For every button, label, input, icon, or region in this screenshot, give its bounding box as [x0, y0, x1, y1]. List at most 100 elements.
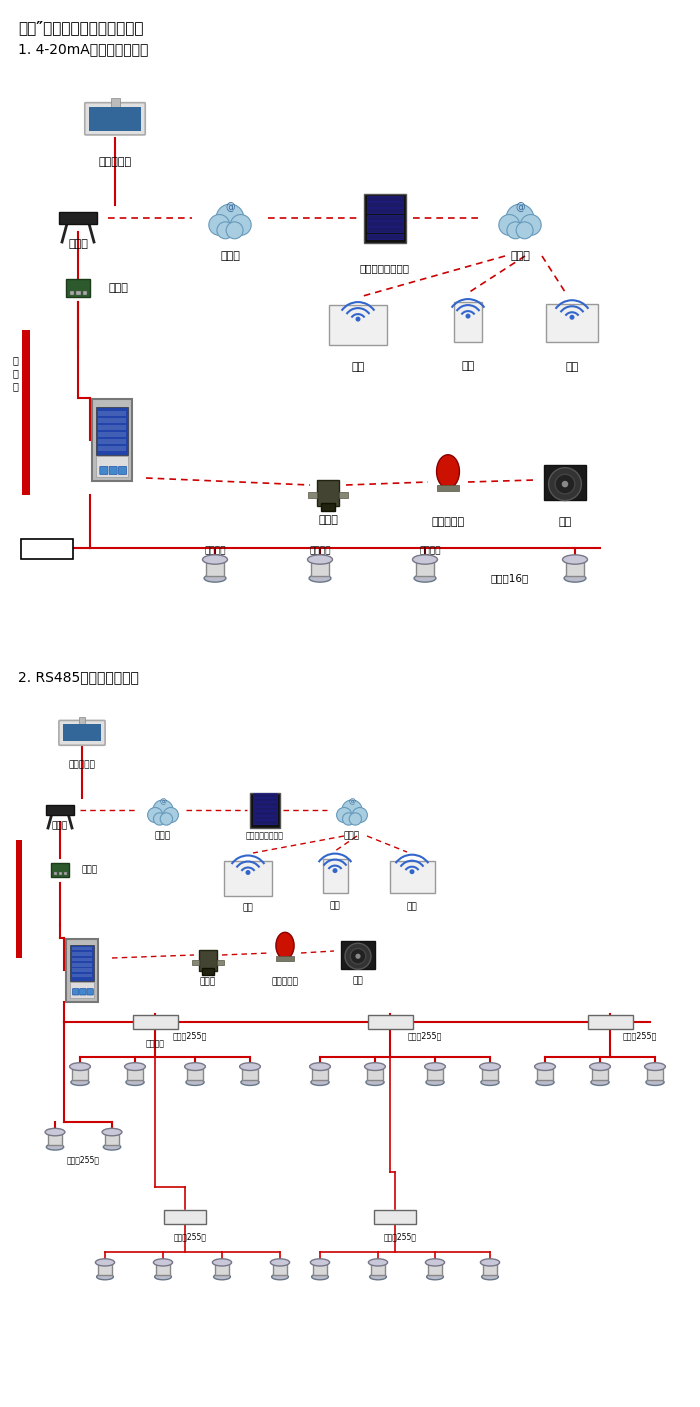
Text: 终端: 终端 [566, 362, 579, 371]
Ellipse shape [102, 1128, 122, 1135]
Circle shape [349, 813, 361, 825]
FancyBboxPatch shape [253, 816, 277, 819]
Text: 终端: 终端 [407, 902, 417, 912]
FancyBboxPatch shape [253, 798, 277, 801]
Circle shape [410, 870, 414, 874]
FancyBboxPatch shape [368, 1068, 383, 1081]
FancyBboxPatch shape [341, 941, 375, 968]
FancyBboxPatch shape [367, 215, 403, 219]
Text: 互联网: 互联网 [155, 832, 171, 840]
Text: 互联网: 互联网 [220, 250, 240, 262]
Text: 转换器: 转换器 [108, 283, 128, 293]
FancyBboxPatch shape [22, 331, 30, 495]
FancyBboxPatch shape [63, 725, 101, 741]
Ellipse shape [312, 1273, 328, 1280]
Text: 手机: 手机 [330, 902, 340, 910]
FancyBboxPatch shape [16, 840, 22, 958]
Circle shape [217, 222, 234, 239]
Text: 电磁阀: 电磁阀 [200, 978, 216, 986]
FancyBboxPatch shape [80, 989, 86, 995]
Ellipse shape [214, 1273, 230, 1280]
FancyBboxPatch shape [59, 211, 97, 224]
Ellipse shape [309, 1062, 330, 1071]
Circle shape [352, 808, 368, 823]
FancyBboxPatch shape [364, 194, 406, 242]
Text: 安帕尔网络服务器: 安帕尔网络服务器 [246, 832, 284, 840]
FancyBboxPatch shape [368, 1014, 412, 1029]
Circle shape [356, 954, 360, 958]
FancyBboxPatch shape [321, 504, 335, 511]
Text: 485中继器: 485中继器 [597, 1019, 623, 1026]
Ellipse shape [204, 574, 226, 582]
Circle shape [337, 808, 351, 823]
Text: 风机: 风机 [353, 976, 363, 985]
FancyBboxPatch shape [21, 539, 73, 559]
Ellipse shape [125, 1062, 146, 1071]
Text: 可连接255台: 可连接255台 [66, 1155, 99, 1165]
Text: 手机: 手机 [461, 362, 475, 371]
FancyBboxPatch shape [224, 861, 272, 895]
Circle shape [163, 808, 179, 823]
FancyBboxPatch shape [132, 1014, 178, 1029]
Circle shape [506, 204, 534, 232]
Circle shape [466, 314, 470, 318]
FancyBboxPatch shape [202, 968, 214, 975]
FancyBboxPatch shape [100, 467, 108, 474]
Text: 大众″系列带显示固定式检测仪: 大众″系列带显示固定式检测仪 [18, 20, 144, 35]
FancyBboxPatch shape [98, 1265, 112, 1275]
FancyBboxPatch shape [67, 727, 97, 730]
Ellipse shape [307, 554, 332, 564]
FancyBboxPatch shape [96, 407, 128, 454]
FancyBboxPatch shape [253, 810, 277, 815]
FancyBboxPatch shape [276, 957, 294, 961]
FancyBboxPatch shape [85, 103, 146, 135]
Ellipse shape [563, 554, 587, 564]
FancyBboxPatch shape [537, 1068, 553, 1081]
FancyBboxPatch shape [72, 947, 92, 950]
FancyBboxPatch shape [89, 107, 141, 131]
FancyBboxPatch shape [59, 720, 105, 746]
Ellipse shape [426, 1273, 443, 1280]
Text: @: @ [160, 799, 167, 805]
Text: @: @ [349, 799, 356, 805]
FancyBboxPatch shape [164, 1210, 206, 1224]
FancyBboxPatch shape [98, 425, 126, 429]
Ellipse shape [426, 1079, 444, 1085]
Text: 1. 4-20mA信号连接系统图: 1. 4-20mA信号连接系统图 [18, 42, 148, 56]
FancyBboxPatch shape [98, 418, 126, 422]
FancyBboxPatch shape [98, 432, 126, 436]
FancyBboxPatch shape [311, 561, 330, 575]
FancyBboxPatch shape [427, 1068, 443, 1081]
Circle shape [230, 214, 251, 235]
Text: -: - [32, 543, 36, 553]
Text: 电脑: 电脑 [351, 362, 365, 371]
FancyBboxPatch shape [127, 1068, 143, 1081]
Text: +: + [52, 543, 62, 553]
Circle shape [246, 870, 251, 875]
Text: 讯: 讯 [12, 369, 18, 378]
Text: 声光报警器: 声光报警器 [431, 516, 465, 528]
Text: @: @ [225, 203, 234, 212]
FancyBboxPatch shape [64, 872, 67, 875]
FancyBboxPatch shape [250, 792, 280, 827]
Text: 安帕尔网络服务器: 安帕尔网络服务器 [360, 263, 410, 273]
Ellipse shape [645, 1062, 666, 1071]
FancyBboxPatch shape [592, 1068, 608, 1081]
FancyBboxPatch shape [98, 446, 126, 450]
Circle shape [342, 813, 355, 825]
FancyBboxPatch shape [367, 221, 403, 227]
Text: 可连接255台: 可连接255台 [384, 1233, 416, 1241]
FancyBboxPatch shape [313, 1265, 327, 1275]
FancyBboxPatch shape [242, 1068, 258, 1081]
FancyBboxPatch shape [482, 1068, 498, 1081]
FancyBboxPatch shape [253, 820, 277, 823]
Circle shape [332, 868, 337, 874]
FancyBboxPatch shape [66, 938, 97, 1002]
Text: 可连接255台: 可连接255台 [623, 1031, 657, 1041]
FancyBboxPatch shape [367, 196, 403, 201]
FancyBboxPatch shape [59, 872, 62, 875]
Text: 信号输出: 信号输出 [309, 546, 330, 556]
FancyBboxPatch shape [367, 234, 403, 239]
Text: 信号输出: 信号输出 [204, 546, 225, 556]
Text: 声光报警器: 声光报警器 [272, 978, 298, 986]
